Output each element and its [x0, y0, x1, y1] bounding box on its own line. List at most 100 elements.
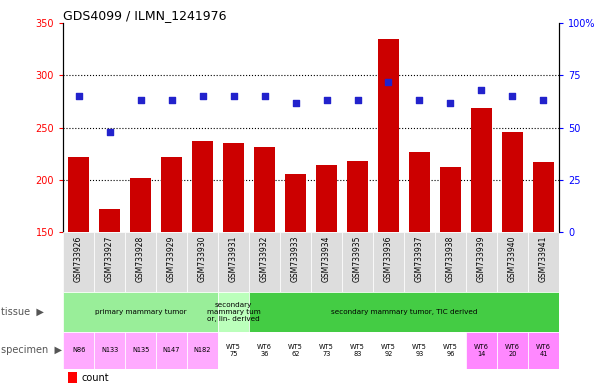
Point [260, 93, 269, 99]
Text: GSM733933: GSM733933 [291, 235, 300, 282]
Bar [532, 162, 554, 384]
Point [166, 98, 176, 104]
Bar [156, 332, 187, 369]
Point [446, 99, 456, 106]
Text: secondary mammary tumor, TIC derived: secondary mammary tumor, TIC derived [331, 309, 477, 315]
Bar [409, 152, 430, 384]
Text: N182: N182 [194, 348, 212, 353]
Text: GDS4099 / ILMN_1241976: GDS4099 / ILMN_1241976 [63, 9, 227, 22]
Bar [63, 292, 218, 332]
Text: secondary
mammary tum
or, lin- derived: secondary mammary tum or, lin- derived [207, 302, 260, 322]
Text: GSM733940: GSM733940 [508, 235, 517, 282]
Bar [404, 332, 435, 369]
Text: GSM733932: GSM733932 [260, 235, 269, 282]
Text: WT6
41: WT6 41 [536, 344, 551, 357]
Bar [311, 332, 342, 369]
Bar [497, 232, 528, 292]
Bar [439, 167, 462, 384]
Bar [160, 157, 183, 384]
Text: GSM733929: GSM733929 [167, 235, 176, 282]
Bar [316, 166, 337, 384]
Bar [125, 232, 156, 292]
Bar [347, 161, 368, 384]
Point [508, 93, 517, 99]
Point [105, 129, 114, 135]
Point [291, 99, 300, 106]
Point [229, 93, 239, 99]
Text: count: count [82, 373, 109, 383]
Bar [130, 178, 151, 384]
Bar [342, 332, 373, 369]
Text: WT6
14: WT6 14 [474, 344, 489, 357]
Bar [218, 292, 249, 332]
Bar [218, 332, 249, 369]
Bar [280, 232, 311, 292]
Bar [249, 332, 280, 369]
Text: N133: N133 [101, 348, 118, 353]
Text: GSM733930: GSM733930 [198, 235, 207, 282]
Bar [280, 332, 311, 369]
Bar [68, 157, 90, 384]
Point [383, 79, 393, 85]
Bar [68, 372, 77, 383]
Bar [94, 232, 125, 292]
Text: GSM733939: GSM733939 [477, 235, 486, 282]
Text: primary mammary tumor: primary mammary tumor [95, 309, 186, 315]
Text: WT6
36: WT6 36 [257, 344, 272, 357]
Text: GSM733938: GSM733938 [446, 235, 455, 282]
Text: WT5
75: WT5 75 [226, 344, 241, 357]
Point [415, 98, 424, 104]
Bar [466, 232, 497, 292]
Bar [63, 232, 94, 292]
Bar [528, 332, 559, 369]
Text: WT5
93: WT5 93 [412, 344, 427, 357]
Text: GSM733926: GSM733926 [74, 235, 83, 282]
Text: GSM733935: GSM733935 [353, 235, 362, 282]
Bar [466, 332, 497, 369]
Bar [373, 232, 404, 292]
Bar [342, 232, 373, 292]
Bar [471, 108, 492, 384]
Text: WT6
20: WT6 20 [505, 344, 520, 357]
Bar [94, 332, 125, 369]
Bar [99, 209, 120, 384]
Text: N147: N147 [163, 348, 180, 353]
Bar [502, 132, 523, 384]
Point [74, 93, 84, 99]
Text: GSM733934: GSM733934 [322, 235, 331, 282]
Point [353, 98, 362, 104]
Bar [435, 232, 466, 292]
Bar [377, 39, 399, 384]
Bar [187, 332, 218, 369]
Bar [63, 332, 94, 369]
Point [538, 98, 548, 104]
Text: GSM733928: GSM733928 [136, 235, 145, 281]
Bar [497, 332, 528, 369]
Text: tissue  ▶: tissue ▶ [1, 307, 44, 317]
Bar [249, 232, 280, 292]
Text: specimen  ▶: specimen ▶ [1, 345, 62, 356]
Bar [249, 292, 559, 332]
Bar [223, 143, 245, 384]
Text: GSM733937: GSM733937 [415, 235, 424, 282]
Text: GSM733927: GSM733927 [105, 235, 114, 282]
Text: WT5
83: WT5 83 [350, 344, 365, 357]
Bar [285, 174, 307, 384]
Point [198, 93, 207, 99]
Text: WT5
96: WT5 96 [443, 344, 458, 357]
Text: WT5
92: WT5 92 [381, 344, 396, 357]
Text: WT5
62: WT5 62 [288, 344, 303, 357]
Bar [254, 147, 275, 384]
Text: N86: N86 [72, 348, 85, 353]
Bar [435, 332, 466, 369]
Bar [218, 232, 249, 292]
Text: N135: N135 [132, 348, 149, 353]
Bar [187, 232, 218, 292]
Bar [156, 232, 187, 292]
Bar [373, 332, 404, 369]
Bar [311, 232, 342, 292]
Bar [404, 232, 435, 292]
Text: GSM733936: GSM733936 [384, 235, 393, 282]
Bar [125, 332, 156, 369]
Text: GSM733941: GSM733941 [539, 235, 548, 282]
